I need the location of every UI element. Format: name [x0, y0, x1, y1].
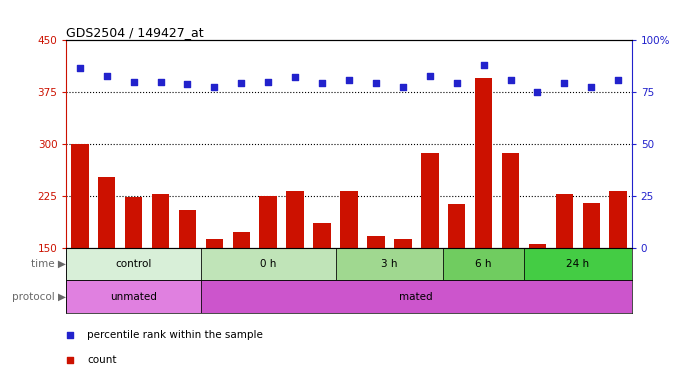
Point	[262, 79, 274, 85]
Bar	[286, 191, 304, 248]
Bar	[528, 244, 547, 248]
Text: control: control	[115, 259, 151, 269]
Bar	[232, 232, 250, 248]
Bar	[260, 196, 277, 248]
Point	[397, 84, 408, 90]
Point	[209, 84, 220, 90]
Text: 0 h: 0 h	[260, 259, 276, 269]
Point	[290, 74, 301, 80]
Bar	[125, 197, 142, 248]
Point	[371, 80, 382, 86]
Text: count: count	[87, 355, 117, 365]
Bar	[336, 248, 443, 280]
Bar	[609, 191, 627, 248]
Point	[451, 80, 462, 86]
Point	[316, 80, 327, 86]
Point	[155, 79, 166, 85]
Text: mated: mated	[399, 291, 433, 302]
Bar	[367, 236, 385, 248]
Point	[478, 61, 489, 68]
Point	[343, 77, 355, 83]
Bar	[583, 203, 600, 248]
Bar	[502, 153, 519, 248]
Text: 6 h: 6 h	[475, 259, 492, 269]
Point	[236, 80, 247, 86]
Text: 3 h: 3 h	[381, 259, 398, 269]
Point	[532, 89, 543, 95]
Bar	[201, 248, 336, 280]
Bar	[313, 223, 331, 248]
Bar	[98, 177, 115, 248]
Bar	[340, 191, 358, 248]
Bar	[394, 239, 412, 248]
Bar	[179, 210, 196, 248]
Point	[559, 80, 570, 86]
Point	[74, 65, 85, 71]
Bar	[421, 153, 438, 248]
Bar	[66, 280, 201, 313]
Point	[613, 77, 624, 83]
Bar	[71, 144, 89, 248]
Text: percentile rank within the sample: percentile rank within the sample	[87, 330, 263, 340]
Point	[64, 332, 75, 338]
Point	[424, 73, 436, 79]
Text: protocol ▶: protocol ▶	[13, 291, 66, 302]
Bar	[556, 194, 573, 248]
Point	[128, 79, 139, 85]
Bar	[201, 280, 632, 313]
Bar	[448, 204, 466, 248]
Text: unmated: unmated	[110, 291, 157, 302]
Bar	[151, 194, 170, 248]
Bar	[524, 248, 632, 280]
Bar	[443, 248, 524, 280]
Text: time ▶: time ▶	[31, 259, 66, 269]
Point	[64, 357, 75, 363]
Bar	[206, 239, 223, 248]
Bar	[475, 78, 492, 248]
Point	[101, 73, 112, 79]
Point	[505, 77, 516, 83]
Text: 24 h: 24 h	[566, 259, 589, 269]
Point	[586, 84, 597, 90]
Point	[182, 81, 193, 87]
Bar	[66, 248, 201, 280]
Text: GDS2504 / 149427_at: GDS2504 / 149427_at	[66, 26, 204, 39]
